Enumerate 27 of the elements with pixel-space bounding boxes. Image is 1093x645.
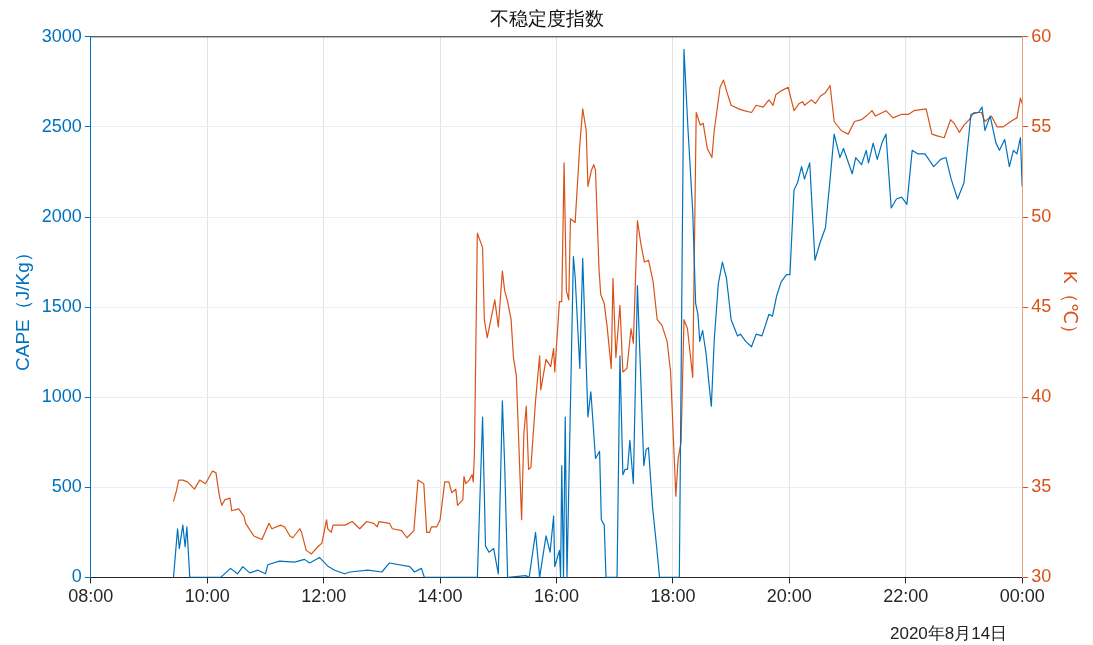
x-tick-label: 08:00 bbox=[68, 586, 114, 607]
y2-tick-label: 60 bbox=[1031, 25, 1052, 46]
y-tick-label: 2000 bbox=[41, 205, 82, 226]
x-tick-label: 22:00 bbox=[883, 586, 929, 607]
x-tick-label: 12:00 bbox=[301, 586, 347, 607]
x-tick-label: 00:00 bbox=[999, 586, 1045, 607]
y2-tick-label: 55 bbox=[1031, 115, 1052, 136]
y-axis-title: CAPE（J/Kg） bbox=[11, 243, 33, 371]
y2-axis-title: K（℃） bbox=[1060, 271, 1082, 344]
y2-tick-label: 50 bbox=[1031, 205, 1052, 226]
x-tick-label: 14:00 bbox=[417, 586, 463, 607]
y-tick-label: 1500 bbox=[41, 296, 82, 317]
x-tick-label: 10:00 bbox=[184, 586, 230, 607]
x-tick-label: 16:00 bbox=[533, 586, 580, 607]
chart-title: 不稳定度指数 bbox=[489, 7, 604, 29]
y2-tick-label: 35 bbox=[1031, 476, 1052, 497]
y2-tick-label: 40 bbox=[1031, 386, 1052, 407]
x-tick-label: 18:00 bbox=[650, 586, 696, 607]
y-tick-label: 3000 bbox=[41, 25, 82, 46]
x-tick-label: 20:00 bbox=[766, 586, 812, 607]
text: 2020年8月14日 bbox=[889, 624, 1008, 644]
y-tick-label: 2500 bbox=[41, 115, 82, 136]
y-tick-label: 0 bbox=[71, 566, 82, 587]
y-tick-label: 1000 bbox=[41, 386, 82, 407]
y2-tick-label: 45 bbox=[1031, 296, 1052, 317]
y2-tick-label: 30 bbox=[1031, 566, 1052, 587]
y-tick-label: 500 bbox=[51, 476, 82, 497]
